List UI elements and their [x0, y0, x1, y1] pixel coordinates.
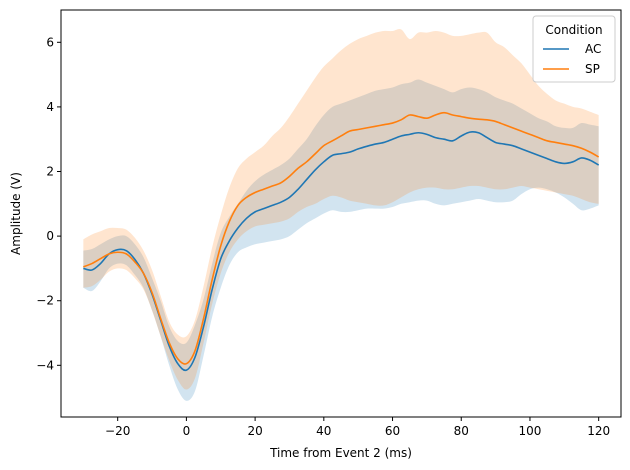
x-tick-label: 60 [385, 424, 400, 438]
legend-items: AC SP [543, 42, 601, 76]
y-tick-label: 0 [46, 229, 54, 243]
x-tick-label: 100 [519, 424, 542, 438]
legend-title: Condition [545, 23, 602, 37]
series-line-sp [83, 111, 600, 365]
plot-frame [60, 9, 622, 418]
legend: Condition AC SP [532, 15, 616, 83]
x-tick-label: 120 [587, 424, 610, 438]
x-axis-label: Time from Event 2 (ms) [269, 446, 412, 460]
y-tick-label: −2 [36, 294, 54, 308]
legend-label-ac: AC [585, 42, 601, 56]
band-sp [83, 29, 599, 390]
y-tick-label: 4 [46, 100, 54, 114]
series-lines [83, 111, 600, 372]
x-axis-ticks: −20 0 20 40 60 80 100 120 [105, 417, 610, 438]
x-tick-label: 0 [183, 424, 191, 438]
y-tick-label: 6 [46, 35, 54, 49]
x-tick-label: 20 [247, 424, 262, 438]
y-tick-label: 2 [46, 165, 54, 179]
x-tick-label: −20 [105, 424, 130, 438]
legend-box [532, 15, 616, 83]
confidence-bands [83, 29, 599, 401]
band-ac [83, 79, 599, 401]
x-tick-label: 40 [316, 424, 331, 438]
legend-label-sp: SP [585, 62, 600, 76]
series-line-ac [83, 131, 600, 372]
y-axis-ticks: −4 −2 0 2 4 6 [36, 35, 61, 372]
y-tick-label: −4 [36, 358, 54, 372]
x-tick-label: 80 [454, 424, 469, 438]
y-axis-label: Amplitude (V) [9, 172, 23, 255]
